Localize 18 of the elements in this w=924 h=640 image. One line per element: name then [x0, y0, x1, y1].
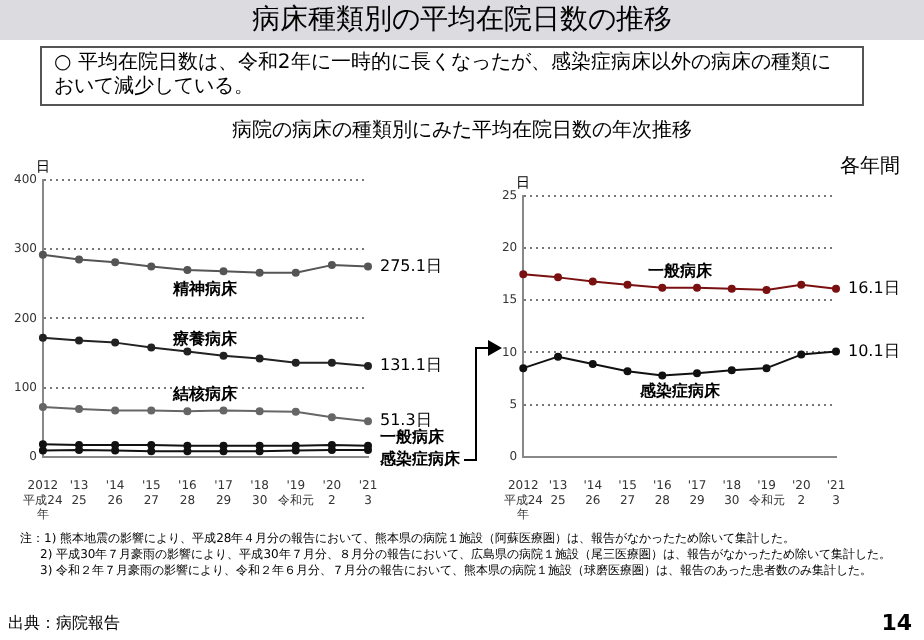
text: ○ 平均在院日数は、令和2年に一時的に長くなったが、感染症病床以外の病床の種類において減少している。 — [40, 46, 864, 106]
series-label: 結核病床 — [171, 382, 240, 403]
series-label: 一般病床 — [380, 425, 446, 446]
text: 病院の病床の種類別にみた平均在院日数の年次推移 — [230, 117, 694, 144]
data-label: 275.1日 — [380, 256, 442, 275]
data-label: 10.1日 — [848, 341, 900, 360]
series-label: 感染症病床 — [637, 379, 722, 400]
series-label: 精神病床 — [171, 277, 240, 298]
data-label: 131.1日 — [380, 356, 442, 375]
source-note: 出典：病院報告 — [8, 612, 120, 634]
text: 病床種類別の平均在院日数の推移 — [0, 0, 924, 40]
series-label: 一般病床 — [647, 259, 714, 280]
text: 各年間 — [840, 154, 900, 180]
data-label: 16.1日 — [848, 279, 900, 297]
series-label: 感染症病床 — [378, 448, 462, 469]
series-label: 療養病床 — [171, 327, 240, 348]
text: 14 — [881, 610, 912, 636]
data-label: 51.3日 — [380, 411, 432, 430]
